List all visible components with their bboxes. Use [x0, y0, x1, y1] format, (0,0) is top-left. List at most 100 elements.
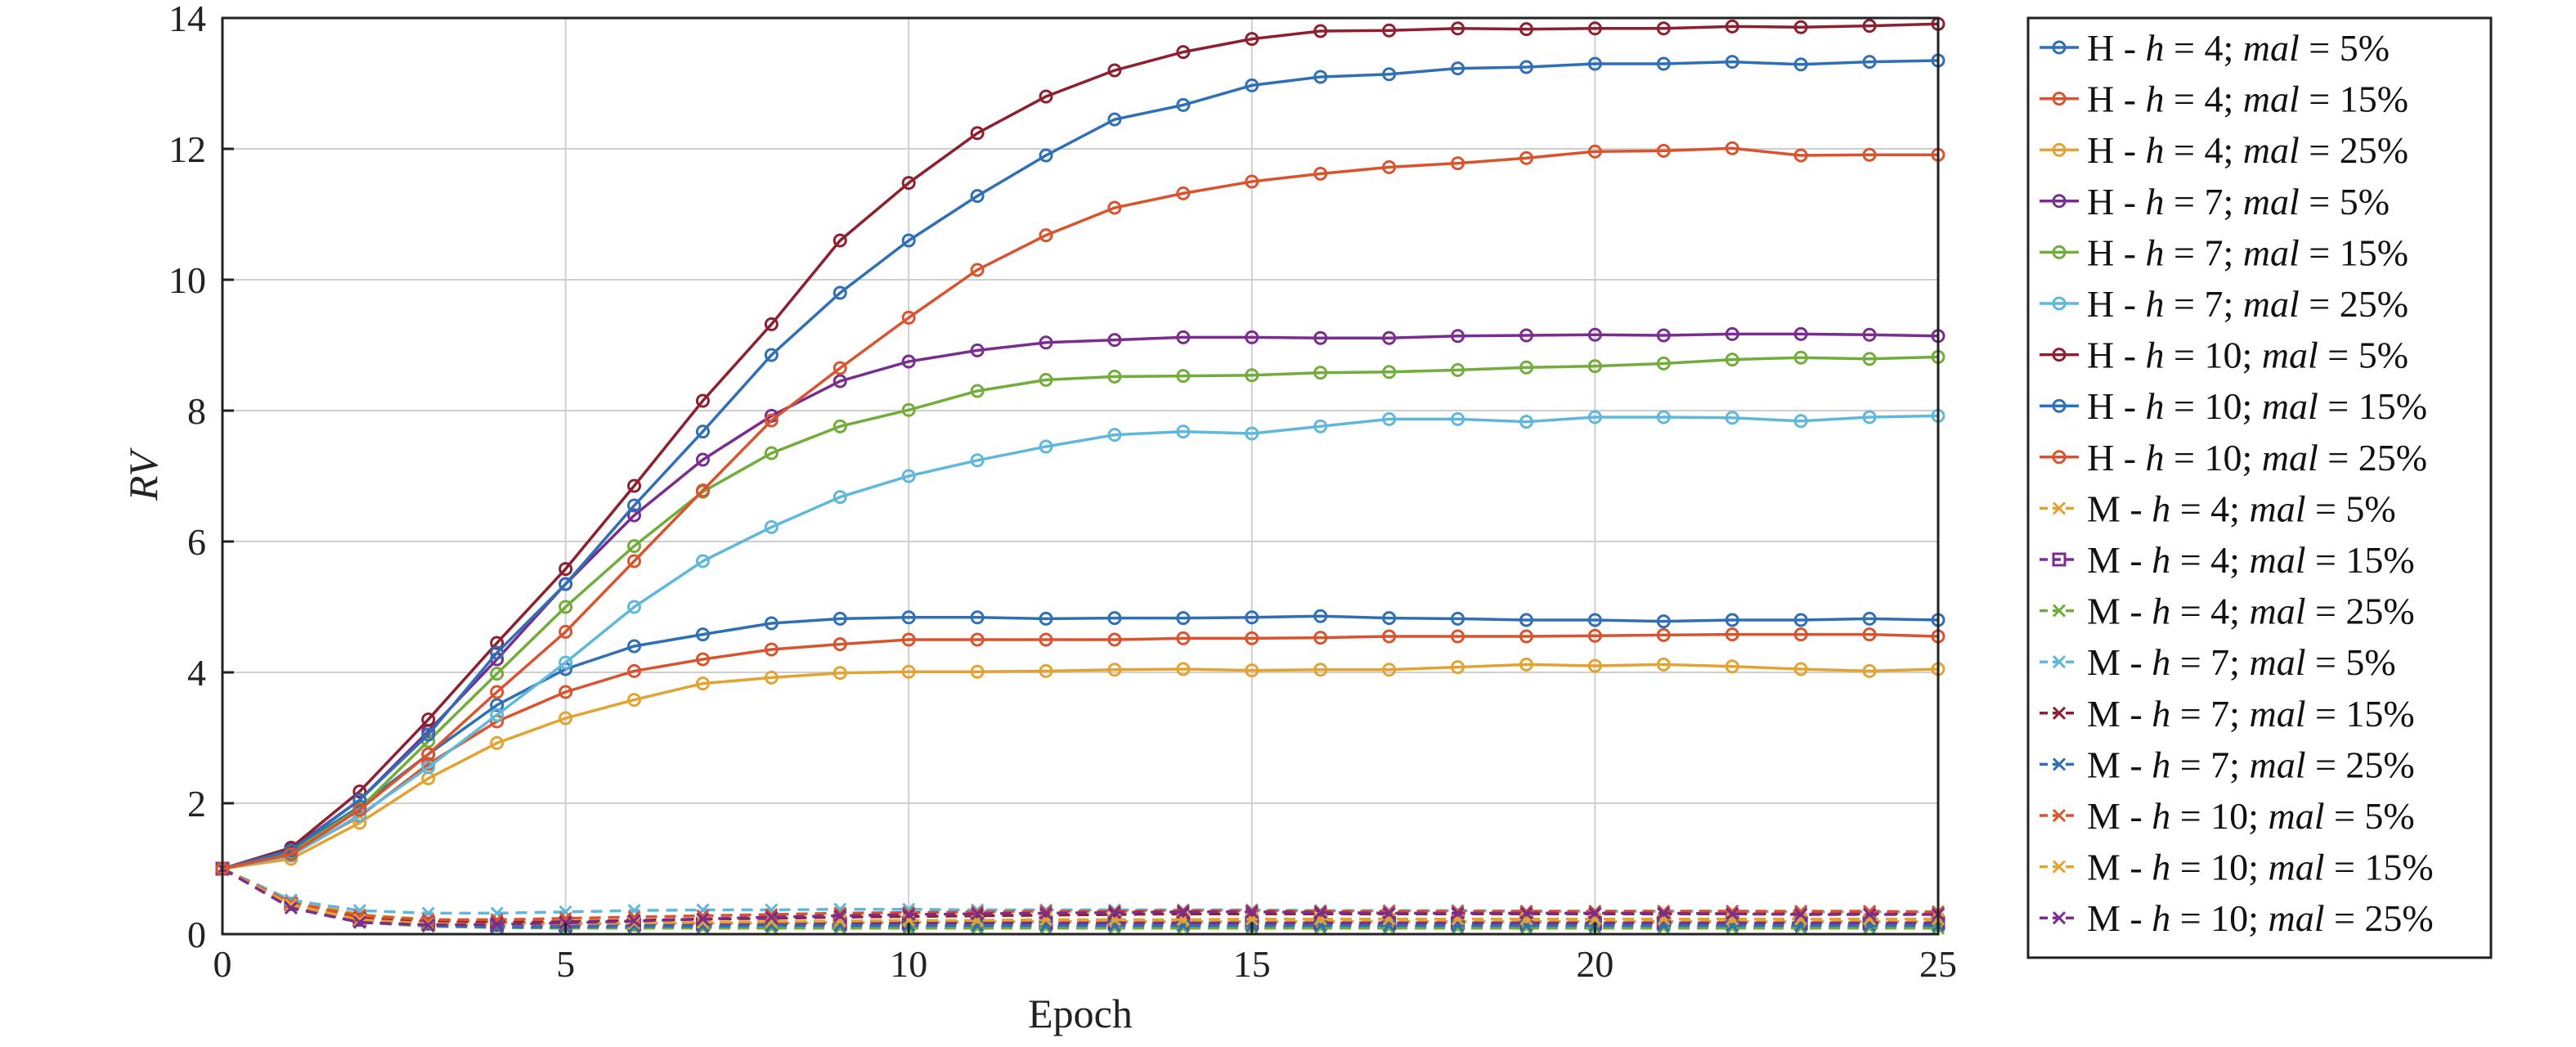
data-point — [1451, 156, 1465, 171]
data-point — [627, 914, 641, 928]
data-point — [1587, 359, 1602, 374]
data-point — [832, 361, 847, 375]
data-point — [902, 914, 916, 928]
data-point — [1039, 611, 1053, 626]
legend-item: H - h = 7; mal = 25% — [2040, 283, 2408, 325]
series-line — [222, 414, 1939, 870]
data-point — [1793, 613, 1808, 627]
data-point — [627, 600, 642, 614]
legend-swatch-marker — [2052, 911, 2067, 925]
data-point — [832, 374, 847, 389]
data-point — [1245, 368, 1259, 383]
data-point — [627, 663, 642, 678]
data-point — [695, 652, 710, 667]
data-point — [1793, 20, 1808, 34]
data-point — [1656, 410, 1671, 425]
data-point — [1587, 410, 1602, 425]
data-point — [352, 816, 367, 830]
data-point — [901, 176, 916, 191]
data-point — [284, 847, 298, 861]
data-point — [764, 446, 779, 461]
series-line — [222, 867, 1938, 927]
data-point — [1587, 628, 1602, 643]
x-tick-label: 10 — [890, 943, 927, 985]
data-point — [1313, 330, 1328, 345]
data-point — [764, 348, 779, 362]
series-5 — [215, 349, 1945, 876]
data-point — [352, 793, 367, 807]
data-point — [1451, 329, 1465, 344]
data-point — [1451, 629, 1465, 644]
data-point — [1725, 326, 1739, 341]
legend-swatch-marker — [2052, 860, 2067, 874]
data-point — [1862, 327, 1877, 342]
series-line — [222, 867, 1938, 928]
data-point — [1587, 327, 1602, 342]
data-point — [1519, 912, 1533, 926]
data-point — [902, 907, 916, 922]
legend-item: M - h = 4; mal = 15% — [2040, 539, 2415, 581]
data-point — [1725, 55, 1739, 70]
series-3 — [215, 657, 1945, 876]
data-point — [1176, 662, 1191, 676]
data-point — [970, 453, 985, 468]
legend-item: H - h = 4; mal = 5% — [2040, 27, 2390, 69]
data-point — [970, 343, 985, 357]
data-point — [1862, 627, 1877, 642]
data-point — [695, 452, 710, 467]
series-line — [222, 867, 1938, 924]
legend-swatch-marker — [2052, 604, 2067, 618]
data-point — [1313, 905, 1327, 919]
data-point — [1793, 350, 1808, 365]
data-point — [1107, 369, 1122, 384]
data-point — [1176, 45, 1191, 60]
series-line — [222, 632, 1939, 870]
data-point — [1313, 24, 1328, 38]
data-point — [1107, 663, 1122, 677]
data-point — [901, 469, 916, 483]
data-point — [1313, 609, 1328, 623]
data-point — [901, 632, 916, 647]
data-point — [490, 685, 505, 699]
data-point — [627, 639, 642, 654]
data-point — [1725, 613, 1739, 627]
x-tick-label: 0 — [213, 943, 232, 985]
legend-swatch-marker — [2052, 706, 2067, 720]
data-point — [1587, 56, 1602, 71]
data-point — [901, 310, 916, 325]
data-point — [421, 760, 436, 775]
data-point — [1451, 660, 1465, 675]
data-point — [1656, 627, 1671, 642]
data-point — [696, 912, 710, 926]
data-point — [1862, 410, 1877, 425]
data-point — [1107, 200, 1122, 215]
data-point — [1313, 166, 1328, 181]
x-tick-label: 20 — [1576, 943, 1613, 985]
data-point — [764, 317, 779, 331]
data-point — [421, 712, 436, 727]
data-point — [1519, 613, 1533, 627]
series-7 — [215, 16, 1945, 876]
data-point — [1039, 372, 1053, 387]
y-tick-label: 10 — [168, 259, 206, 301]
legend-label: H - h = 7; mal = 15% — [2087, 231, 2408, 273]
y-tick-label: 0 — [187, 914, 206, 955]
data-point — [421, 747, 436, 762]
data-point — [1107, 112, 1122, 127]
data-point — [695, 627, 710, 642]
data-point — [1039, 919, 1053, 932]
data-point — [1725, 19, 1739, 34]
data-point — [764, 413, 779, 428]
legend-label: H - h = 4; mal = 15% — [2087, 79, 2408, 120]
data-point — [1793, 414, 1808, 429]
data-point — [1245, 32, 1259, 47]
legend-label: H - h = 7; mal = 25% — [2087, 283, 2408, 325]
data-point — [901, 664, 916, 679]
legend-item: M - h = 4; mal = 25% — [2040, 591, 2415, 632]
data-point — [284, 901, 298, 915]
series-9 — [215, 141, 1945, 876]
data-point — [1382, 912, 1396, 926]
data-point — [970, 632, 985, 647]
data-point — [559, 655, 573, 670]
